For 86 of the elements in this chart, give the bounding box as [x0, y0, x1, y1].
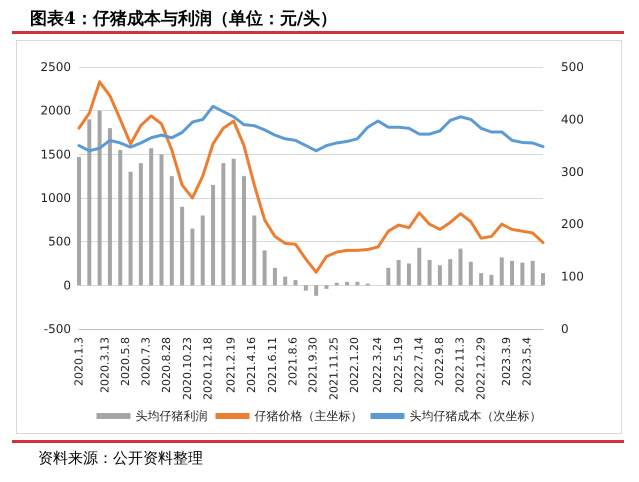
bar — [190, 228, 194, 286]
bar — [232, 158, 236, 286]
bar — [530, 260, 535, 286]
x-tick-label: 2021.4.16 — [245, 337, 258, 393]
bar — [510, 260, 514, 286]
x-tick-label: 2020.5.8 — [118, 337, 132, 386]
x-tick-label: 2020.8.28 — [160, 337, 174, 393]
bar — [355, 282, 360, 286]
bar — [221, 163, 226, 286]
x-tick-label: 2020.3.13 — [98, 337, 112, 393]
bar — [345, 282, 350, 286]
x-tick-label: 2020.1.3 — [72, 337, 86, 386]
line-series — [78, 104, 544, 152]
y-tick-label: 0 — [63, 278, 71, 292]
x-tick-label: 2022.3.24 — [371, 337, 384, 393]
legend-label: 仔猪价格（主坐标） — [254, 409, 362, 423]
bar — [386, 268, 390, 286]
y-tick-label: 500 — [48, 234, 71, 249]
bar — [324, 285, 328, 289]
x-tick-label: 2023.5.4 — [520, 337, 534, 386]
y2-tick-label: 200 — [561, 217, 584, 232]
bar — [211, 184, 216, 286]
bar — [262, 250, 267, 286]
x-tick-label: 2022.9.8 — [433, 337, 446, 386]
bar — [180, 206, 184, 286]
bar — [272, 268, 277, 286]
y2-tick-label: 100 — [561, 270, 584, 284]
bar — [428, 260, 432, 286]
x-tick-label: 2020.7.3 — [140, 337, 153, 386]
text: 资料来源：公开资料整理 — [38, 449, 204, 468]
y2-tick-label: 500 — [561, 60, 584, 74]
y-tick-label: 1000 — [40, 191, 71, 205]
x-tick-label: 2021.6.11 — [266, 337, 279, 393]
bar — [314, 285, 318, 296]
x-tick-label: 2021.2.19 — [224, 337, 238, 393]
chart-title: 图表4：仔猪成本与利润（单位：元/头） — [12, 4, 624, 34]
bar — [541, 273, 545, 286]
bar — [118, 150, 122, 286]
x-tick-label: 2021.11.25 — [327, 337, 340, 400]
bar — [87, 119, 92, 286]
x-tick-label: 2020.10.23 — [180, 337, 194, 400]
line-series — [78, 80, 544, 274]
y-tick-label: 2500 — [40, 60, 71, 74]
y-tick-label: 2000 — [40, 104, 71, 118]
bar — [304, 285, 308, 291]
bar — [200, 215, 205, 286]
bar — [149, 148, 154, 286]
bar — [448, 259, 452, 286]
x-tick-label: 2022.11.3 — [454, 337, 467, 393]
bar — [252, 215, 256, 286]
bar — [138, 163, 143, 286]
x-tick-label: 2022.7.14 — [412, 337, 426, 393]
x-tick-label: 2022.12.29 — [474, 337, 488, 400]
legend-label: 头均仔猪成本（次坐标） — [410, 409, 542, 423]
bar — [479, 273, 484, 286]
y-tick-label: 1500 — [40, 147, 71, 162]
bar — [417, 248, 422, 286]
x-tick-label: 2022.5.19 — [392, 337, 405, 393]
bar — [396, 260, 401, 286]
bar — [334, 282, 339, 286]
bar — [283, 276, 288, 286]
bar — [128, 172, 133, 286]
bar — [458, 248, 463, 286]
bar — [170, 176, 174, 286]
bar — [77, 156, 81, 286]
bar — [108, 128, 112, 286]
bar — [438, 265, 442, 286]
bar — [500, 257, 504, 286]
bar — [468, 262, 473, 286]
x-tick-label: 2023.3.9 — [500, 337, 514, 386]
y2-tick-label: 300 — [561, 164, 584, 179]
bar — [159, 154, 164, 286]
y2-tick-label: 0 — [561, 322, 569, 336]
bar — [294, 280, 298, 286]
y2-tick-label: 400 — [561, 112, 584, 126]
bar — [242, 176, 246, 286]
bar — [98, 110, 102, 286]
bar — [520, 262, 524, 286]
bar — [489, 274, 494, 286]
x-tick-label: 2021.9.30 — [306, 337, 320, 393]
x-tick-label: 2021.8.6 — [286, 337, 300, 386]
bar — [406, 264, 411, 286]
y-tick-label: -500 — [44, 322, 71, 336]
x-tick-label: 2022.1.20 — [348, 337, 361, 393]
x-tick-label: 2020.12.18 — [201, 337, 214, 400]
legend-label: 头均仔猪利润 — [136, 409, 208, 423]
